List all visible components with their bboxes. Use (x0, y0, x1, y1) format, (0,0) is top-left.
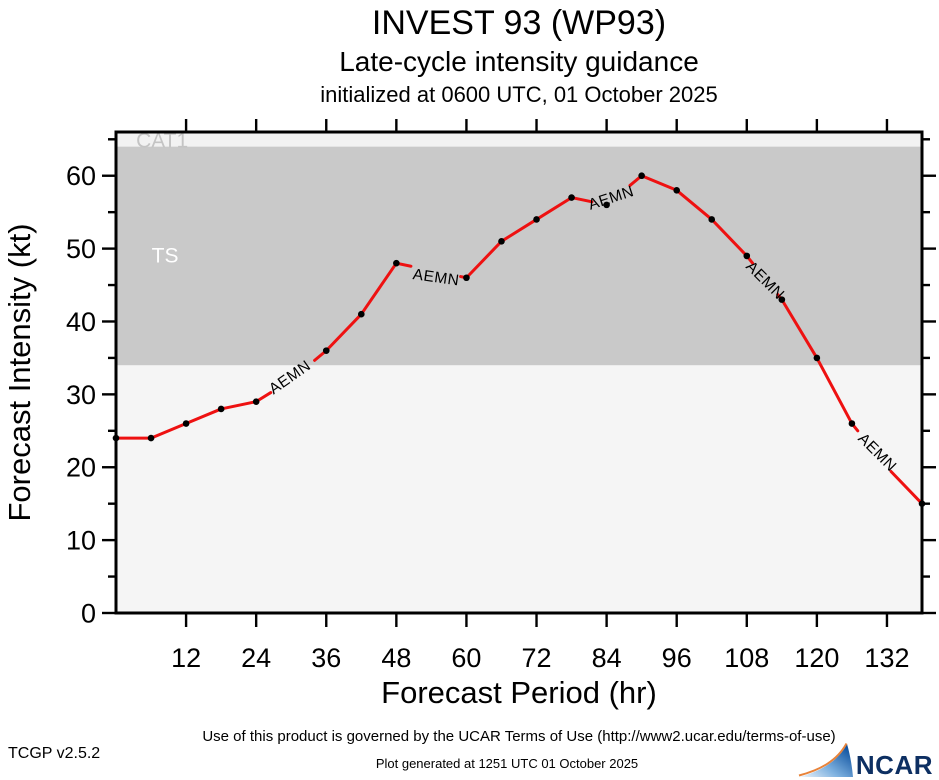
data-point-marker (813, 354, 821, 362)
ncar-swoosh-icon (798, 743, 853, 777)
svg-text:40: 40 (66, 307, 96, 337)
data-point-marker (848, 420, 856, 427)
ncar-logo: NCAR (796, 741, 933, 778)
plot-generated-text: Plot generated at 1251 UTC 01 October 20… (375, 756, 639, 771)
svg-text:10: 10 (66, 526, 96, 556)
svg-text:20: 20 (66, 453, 96, 483)
data-point-marker (252, 398, 260, 405)
tcgp-version-text: TCGP v2.5.2 (8, 745, 101, 762)
forecast-line-segment (889, 469, 924, 506)
series-line-label: AEMN (412, 266, 461, 289)
svg-text:30: 30 (66, 380, 96, 410)
band-ts (116, 146, 922, 366)
intensity-guidance-chart: TS CAT1 12 24 36 48 60 72 84 96 108 120 132 0 10 20 30 40… (2, 119, 936, 710)
data-point-marker (638, 172, 645, 180)
data-point-marker (743, 252, 751, 260)
svg-text:0: 0 (81, 599, 96, 629)
data-point-marker (463, 274, 470, 282)
svg-text:48: 48 (381, 643, 411, 673)
data-point-marker (533, 216, 540, 223)
page-subtitle: Late-cycle intensity guidance (339, 46, 699, 77)
data-point-marker (182, 420, 190, 427)
ncar-logo-text: NCAR (855, 750, 933, 780)
terms-of-use-text: Use of this product is governed by the U… (202, 728, 836, 745)
svg-text:108: 108 (724, 643, 769, 673)
svg-text:132: 132 (864, 643, 909, 673)
data-point-marker (498, 238, 505, 245)
svg-text:84: 84 (592, 643, 622, 673)
data-point-marker (708, 216, 716, 223)
data-point-marker (217, 405, 225, 413)
band-label-cat1: CAT1 (136, 129, 188, 152)
data-point-marker (147, 434, 155, 442)
data-point-marker (322, 347, 330, 354)
data-point-marker (673, 187, 680, 194)
svg-text:60: 60 (451, 643, 481, 673)
data-point-marker (358, 310, 365, 318)
x-tick-labels: 12 24 36 48 60 72 84 96 108 120 132 (171, 643, 909, 673)
init-time-line: initialized at 0600 UTC, 01 October 2025 (320, 82, 718, 107)
svg-text:72: 72 (521, 643, 551, 673)
svg-text:96: 96 (662, 643, 692, 673)
data-point-marker (778, 296, 786, 303)
y-tick-labels: 0 10 20 30 40 50 60 (66, 161, 96, 628)
x-axis-title: Forecast Period (hr) (381, 675, 657, 710)
plot-border (114, 130, 924, 615)
svg-text:60: 60 (66, 161, 96, 191)
data-point-marker (603, 201, 610, 209)
y-axis-title: Forecast Intensity (kt) (2, 223, 37, 521)
axis-ticks (102, 119, 936, 627)
data-point-marker (918, 500, 926, 507)
svg-text:12: 12 (171, 643, 201, 673)
svg-text:120: 120 (794, 643, 839, 673)
band-cat1 (116, 132, 922, 147)
page-title: INVEST 93 (WP93) (371, 4, 667, 42)
data-point-marker (112, 434, 120, 442)
data-point-marker (568, 194, 575, 201)
svg-text:50: 50 (66, 234, 96, 264)
band-below-ts (116, 365, 922, 613)
svg-text:36: 36 (311, 643, 341, 673)
band-label-ts: TS (152, 244, 179, 267)
data-point-marker (393, 259, 400, 267)
svg-text:24: 24 (241, 643, 271, 673)
intensity-bands: TS CAT1 (116, 129, 922, 613)
